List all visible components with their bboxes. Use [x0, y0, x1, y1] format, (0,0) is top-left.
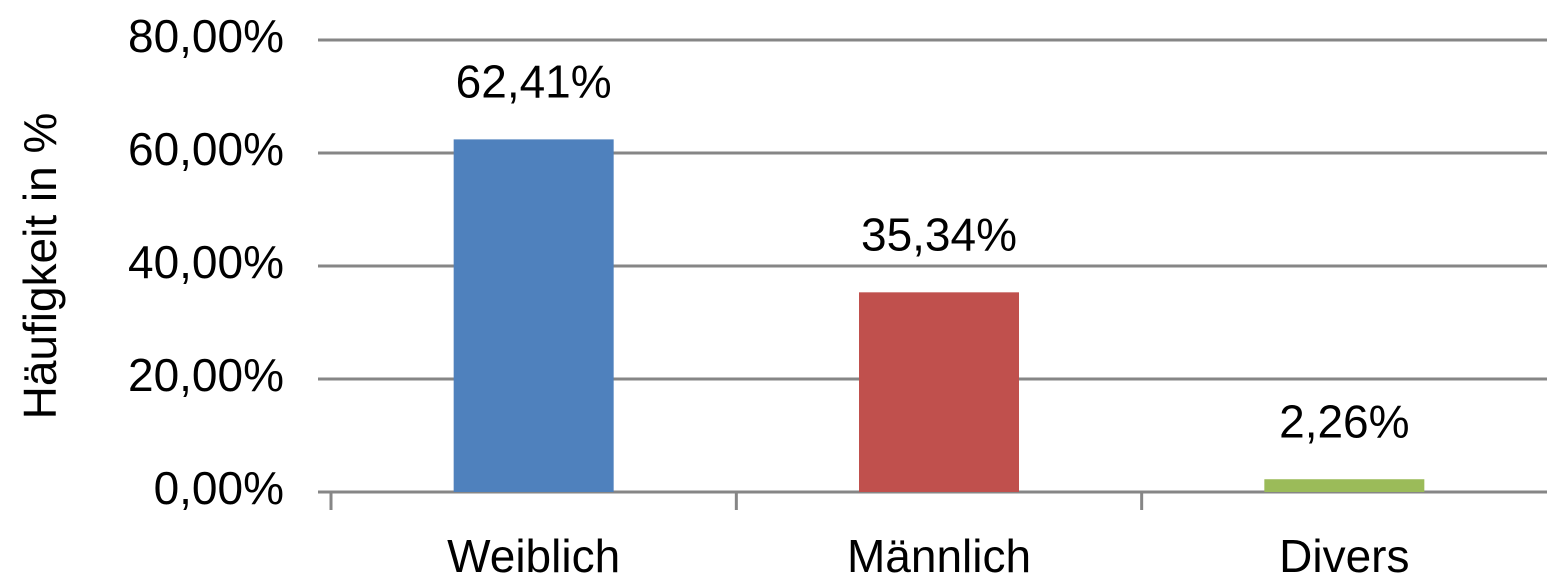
y-axis-label: Häufigkeit in % [14, 113, 66, 420]
bar [1264, 479, 1425, 492]
x-tick-label: Männlich [847, 530, 1031, 582]
x-tick-label: Divers [1279, 530, 1409, 582]
data-label: 62,41% [456, 56, 612, 108]
x-tick-label: Weiblich [447, 530, 620, 582]
y-tick-label: 60,00% [128, 123, 284, 175]
data-label: 35,34% [861, 208, 1017, 260]
y-tick-label: 20,00% [128, 349, 284, 401]
y-tick-label: 80,00% [128, 10, 284, 62]
bar [859, 292, 1019, 492]
y-tick-label: 40,00% [128, 236, 284, 288]
bar [453, 139, 614, 493]
y-tick-label: 0,00% [154, 462, 284, 514]
data-label: 2,26% [1279, 395, 1409, 447]
